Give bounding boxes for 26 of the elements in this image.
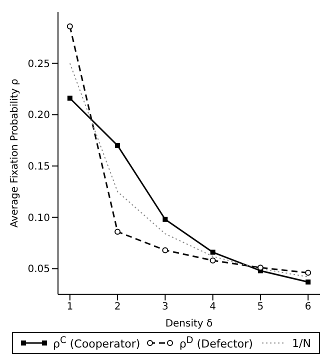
point [162, 216, 168, 222]
y-tick-label: 0.05 [28, 264, 50, 276]
y-tick-label: 0.10 [28, 212, 50, 224]
x-tick-label: 6 [304, 301, 312, 312]
legend-label: ρ$^{C}$ (Cooperator) [53, 335, 140, 351]
point [162, 247, 168, 254]
point [115, 142, 120, 148]
x-tick-label: 2 [114, 301, 121, 312]
point [114, 228, 121, 235]
x-tick-label: 1 [66, 301, 74, 312]
point [305, 270, 312, 276]
y-tick-label: 0.25 [28, 58, 50, 70]
y-tick-label: 0.20 [28, 110, 50, 122]
point [67, 96, 72, 101]
y-tick-label: 0.15 [28, 162, 50, 173]
point [210, 250, 216, 255]
legend-label: ρ$^{D}$ (Defector) [179, 335, 253, 351]
x-tick-label: 5 [257, 301, 264, 312]
point [66, 23, 73, 30]
x-axis-title: Density δ [165, 318, 213, 330]
point [210, 257, 216, 264]
point [306, 280, 311, 285]
y-axis-title: Average Fixation Probability ρ [10, 78, 21, 228]
legend-label: 1/N [292, 336, 311, 350]
x-tick-label: 3 [162, 301, 168, 312]
x-tick-label: 4 [210, 301, 216, 312]
